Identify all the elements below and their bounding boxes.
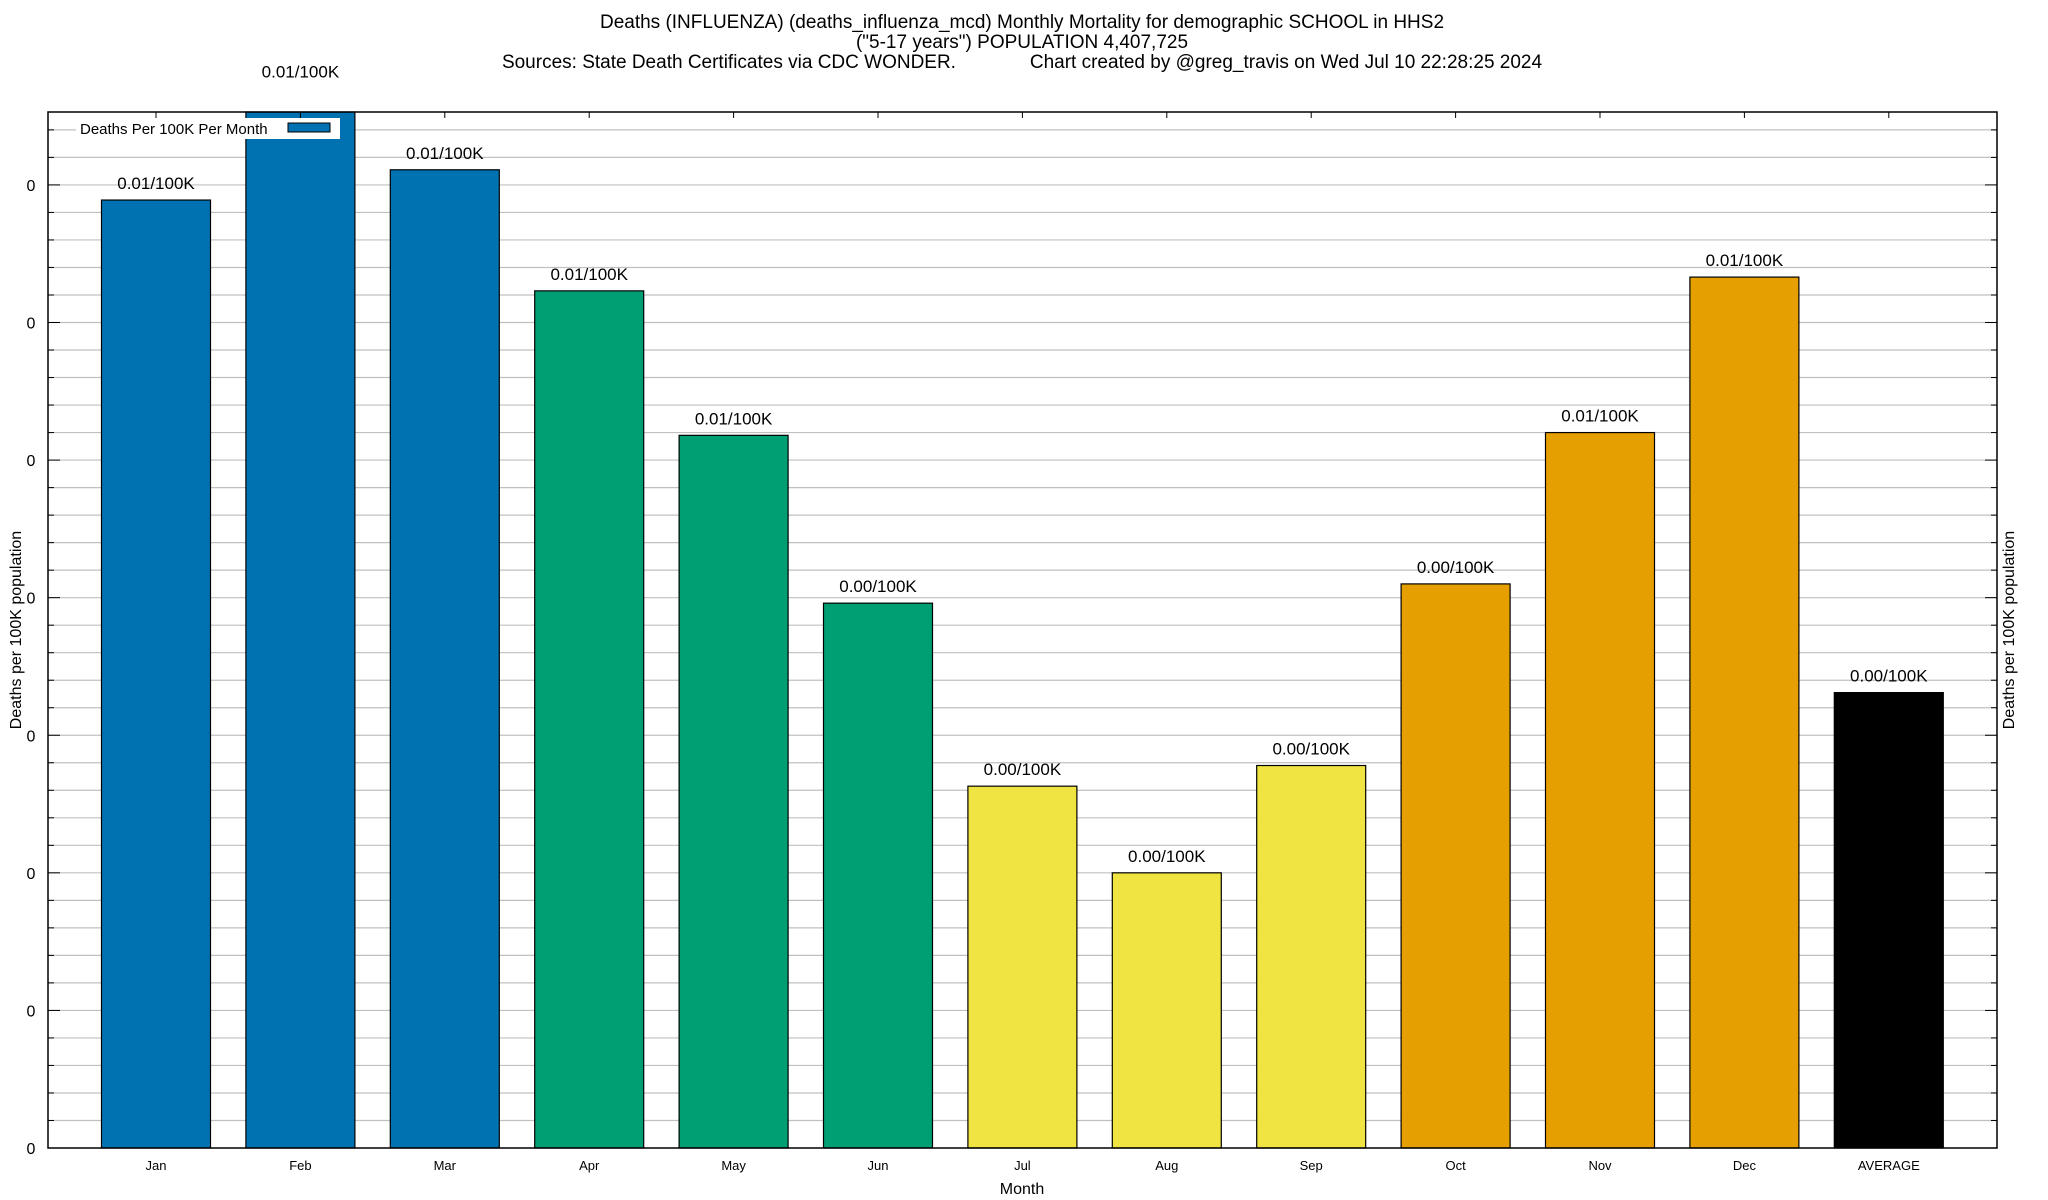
x-tick-label: May (721, 1158, 746, 1173)
x-tick-label: Feb (289, 1158, 311, 1173)
value-label-mar: 0.01/100K (406, 144, 484, 163)
x-tick-label: Nov (1588, 1158, 1612, 1173)
chart-subtitle-sources: Sources: State Death Certificates via CD… (501, 52, 1543, 73)
bars (100, 111, 1944, 1149)
value-label-dec: 0.01/100K (1706, 251, 1784, 270)
chart-title-line-1: Deaths (INFLUENZA) (deaths_influenza_mcd… (599, 12, 1445, 33)
legend-swatch (287, 122, 331, 133)
x-tick-label: Oct (1445, 1158, 1466, 1173)
value-label-jun: 0.00/100K (839, 577, 917, 596)
x-tick-label: Apr (579, 1158, 600, 1173)
y-tick-label: 0 (27, 453, 36, 470)
y-tick-label: 0 (27, 728, 36, 745)
y-tick-label: 0 (27, 316, 36, 333)
legend-box (76, 118, 340, 139)
y-tick-label: 0 (27, 866, 36, 883)
value-label-may: 0.01/100K (695, 409, 773, 428)
bar-jun (822, 602, 934, 1149)
value-label-average: 0.00/100K (1850, 667, 1928, 686)
legend-label: Deaths Per 100K Per Month (80, 121, 268, 138)
bar-oct (1400, 583, 1511, 1149)
value-label-aug: 0.00/100K (1128, 847, 1206, 866)
x-tick-label: Aug (1155, 1158, 1178, 1173)
y-axis-ticks: 0 0 0 0 0 0 0 0 (27, 129, 1997, 1158)
x-tick-label: Jun (868, 1158, 889, 1173)
value-label-oct: 0.00/100K (1417, 558, 1495, 577)
x-axis-ticks: Jan Feb Mar Apr May Jun Jul Aug Sep Oct Nov Dec AVER… (146, 112, 1920, 1173)
y-tick-label: 0 (27, 1003, 36, 1020)
x-tick-label: Mar (434, 1158, 457, 1173)
x-tick-label: Jul (1014, 1158, 1031, 1173)
value-label-nov: 0.01/100K (1561, 407, 1639, 426)
legend: Deaths Per 100K Per Month (76, 118, 340, 139)
bar-nov (1544, 431, 1656, 1149)
bar-dec (1689, 276, 1800, 1149)
bar-mar (389, 169, 500, 1149)
y-tick-label: 0 (27, 591, 36, 608)
x-tick-label: Dec (1733, 1158, 1757, 1173)
value-label-jul: 0.00/100K (984, 760, 1062, 779)
x-axis-label: Month (1000, 1181, 1044, 1198)
bar-feb (245, 111, 356, 1149)
bar-aug (1111, 872, 1222, 1149)
x-tick-label: Sep (1300, 1158, 1323, 1173)
value-label-apr: 0.01/100K (550, 265, 628, 284)
chart-title-line-2: ("5-17 years") POPULATION 4,407,725 (855, 32, 1189, 53)
bar-may (678, 434, 789, 1149)
y-tick-label: 0 (27, 178, 36, 195)
x-tick-label: Jan (146, 1158, 167, 1173)
x-tick-label: AVERAGE (1858, 1158, 1920, 1173)
value-label-feb: 0.01/100K (262, 63, 340, 82)
bar-average (1833, 692, 1944, 1149)
y2-axis-label: Deaths per 100K population (2001, 531, 2018, 729)
bar-sep (1256, 764, 1367, 1149)
bar-jul (967, 785, 1078, 1149)
value-labels: 0.01/100K 0.01/100K 0.01/100K 0.01/100K 0.01… (117, 63, 1928, 866)
y-tick-label: 0 (27, 1141, 36, 1158)
bar-apr (534, 290, 645, 1149)
y-axis-label: Deaths per 100K population (8, 531, 25, 729)
value-label-sep: 0.00/100K (1272, 740, 1350, 759)
value-label-jan: 0.01/100K (117, 174, 195, 193)
bar-jan (100, 199, 212, 1149)
